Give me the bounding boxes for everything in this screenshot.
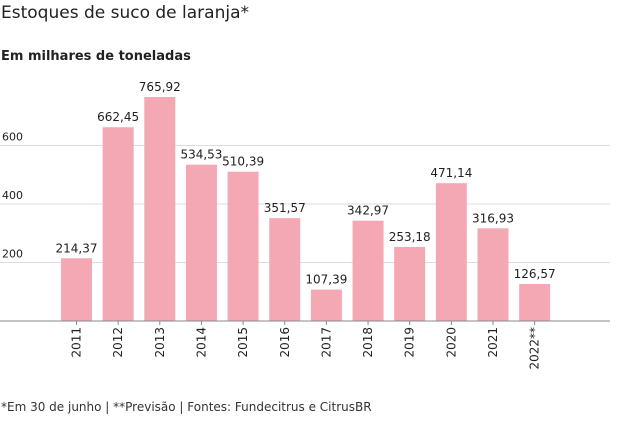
axis-layer: 2011 2012 2013 2014 2015 2016 2017 2018 2019 2020…: [0, 320, 610, 370]
x-tick-label: 2012: [111, 327, 125, 358]
x-tick-label: 2016: [278, 327, 292, 358]
x-tick-label: 2018: [361, 327, 375, 358]
bar: [310, 289, 342, 321]
bar: [185, 164, 217, 321]
bar-value-label: 214,37: [56, 241, 98, 255]
y-tick-label: 600: [2, 131, 23, 144]
x-tick-label: 2019: [403, 327, 417, 358]
x-tick-label: 2022**: [528, 327, 542, 370]
bar-value-label: 107,39: [305, 273, 347, 287]
bar-value-label: 510,39: [222, 155, 264, 169]
bar: [519, 283, 551, 321]
bar: [352, 220, 384, 321]
chart-footnote: *Em 30 de junho | **Previsão | Fontes: F…: [1, 400, 372, 414]
bar: [102, 127, 134, 322]
x-tick-label: 2015: [236, 327, 250, 358]
bar: [477, 228, 509, 321]
x-tick-label: 2013: [153, 327, 167, 358]
bar-value-label: 765,92: [139, 80, 181, 94]
y-tick-label: 400: [2, 189, 23, 202]
bar-value-label: 316,93: [472, 211, 514, 225]
bar-value-label: 534,53: [180, 148, 222, 162]
bar-value-label: 471,14: [430, 166, 472, 180]
bar-value-label: 126,57: [514, 267, 556, 281]
bar: [435, 183, 467, 321]
bar: [394, 246, 426, 321]
bar-layer: [61, 96, 551, 322]
chart-subtitle: Em milhares de toneladas: [1, 49, 191, 64]
bar: [227, 171, 259, 321]
bar: [269, 218, 301, 321]
bar-value-label: 351,57: [264, 201, 306, 215]
bar: [144, 96, 176, 321]
x-tick-label: 2021: [486, 327, 500, 358]
bar-value-label: 662,45: [97, 110, 139, 124]
bar: [61, 258, 92, 321]
bar-value-label: 253,18: [389, 230, 431, 244]
x-tick-label: 2020: [444, 327, 458, 358]
x-tick-label: 2014: [194, 327, 208, 358]
chart-title: Estoques de suco de laranja*: [1, 3, 250, 23]
bar-value-label: 342,97: [347, 204, 389, 218]
y-tick-label: 200: [2, 248, 23, 261]
x-tick-label: 2011: [70, 327, 84, 358]
x-tick-label: 2017: [319, 327, 333, 358]
